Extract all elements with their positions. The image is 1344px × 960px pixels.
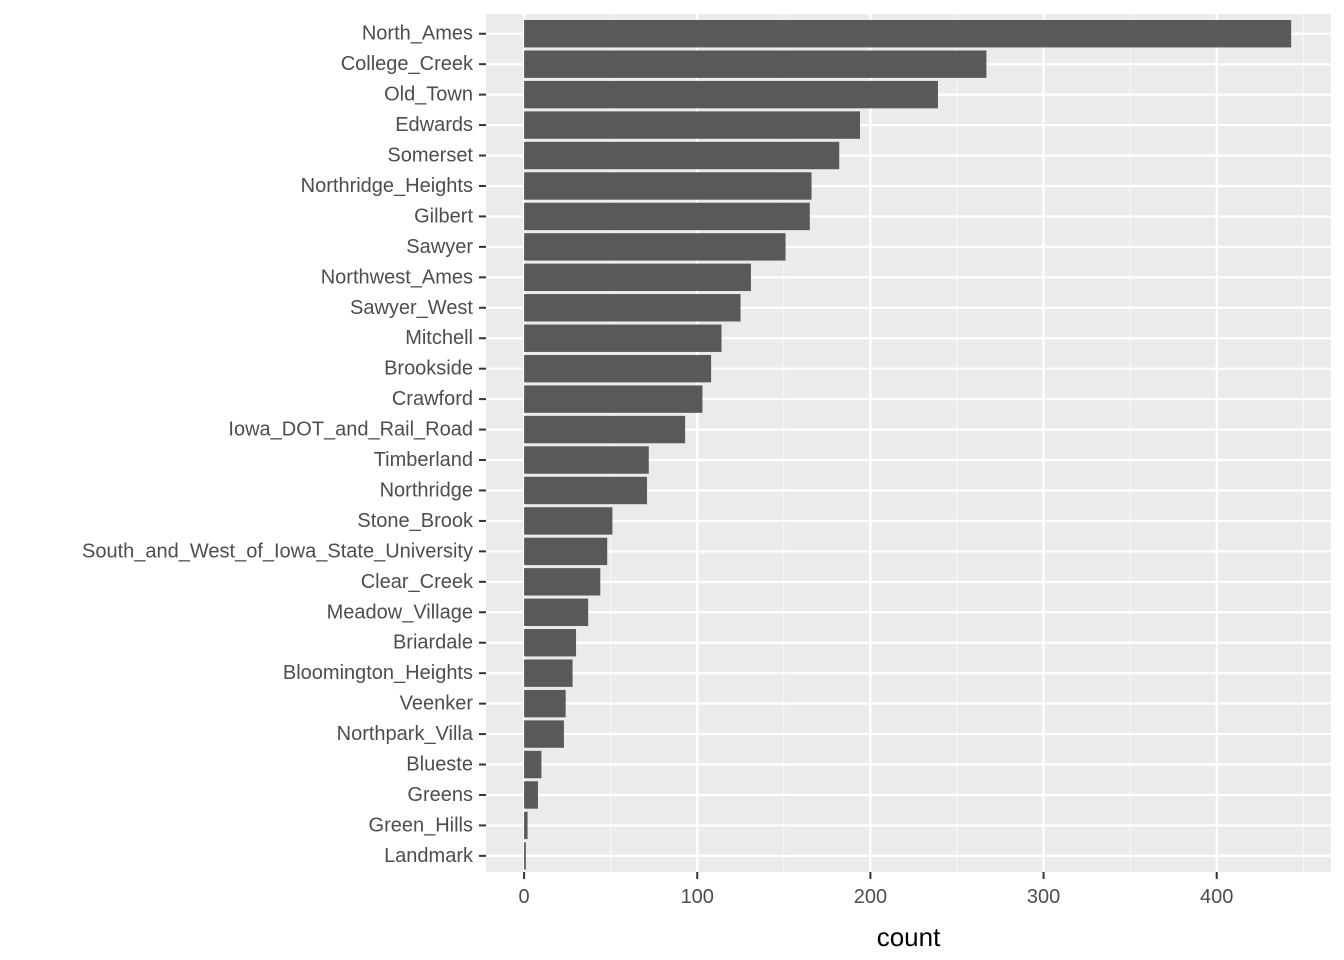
bar-northwest-ames xyxy=(524,263,751,292)
bar-timberland xyxy=(524,446,649,474)
bar-northridge-heights xyxy=(524,172,812,200)
y-tick-label: Crawford xyxy=(392,388,473,410)
bar-somerset xyxy=(524,141,840,170)
y-tick-label: Veenker xyxy=(400,693,474,715)
major-gridlines xyxy=(486,14,1331,872)
y-tick-label: Landmark xyxy=(384,845,474,867)
bar-old-town xyxy=(524,80,938,109)
y-tick-label: Somerset xyxy=(387,145,473,167)
y-axis: Landmark Green_Hills Greens Blueste Northpar… xyxy=(82,23,486,867)
y-tick-label: Briardale xyxy=(393,632,473,654)
x-tick-label: 300 xyxy=(1027,886,1060,908)
bar-sawyer xyxy=(524,233,786,261)
y-tick-label: Sawyer_West xyxy=(350,297,473,319)
y-tick-label: Gilbert xyxy=(414,205,473,227)
bar-green-hills xyxy=(524,811,528,840)
x-tick-label: 400 xyxy=(1200,886,1233,908)
y-tick-label: Greens xyxy=(407,784,473,806)
y-tick-label: Northpark_Villa xyxy=(337,723,474,745)
y-tick-label: Sawyer xyxy=(406,236,473,258)
y-tick-label: Timberland xyxy=(374,449,473,471)
y-tick-label: South_and_West_of_Iowa_State_University xyxy=(82,540,473,562)
bar-greens xyxy=(524,781,538,809)
y-tick-label: Blueste xyxy=(406,754,473,776)
y-tick-label: Northridge xyxy=(380,479,473,501)
bar-stone-brook xyxy=(524,507,613,535)
x-tick-label: 100 xyxy=(681,886,714,908)
x-tick-label: 0 xyxy=(519,886,530,908)
bar-north-ames xyxy=(524,20,1292,48)
bar-iowa-dot-and-rail-road xyxy=(524,415,686,444)
bar-northridge xyxy=(524,476,648,505)
y-tick-label: Bloomington_Heights xyxy=(283,662,473,684)
y-tick-label: Meadow_Village xyxy=(327,601,473,623)
y-tick-label: Clear_Creek xyxy=(361,571,474,593)
bars xyxy=(524,20,1292,870)
bar-sawyer-west xyxy=(524,294,741,322)
x-axis: 0 100 200 300 400 xyxy=(519,872,1233,908)
y-tick-label: Old_Town xyxy=(384,84,473,106)
bar-crawford xyxy=(524,385,703,413)
x-axis-title: count xyxy=(877,922,941,952)
bar-brookside xyxy=(524,354,712,383)
bar-northpark-villa xyxy=(524,720,564,748)
y-tick-label: North_Ames xyxy=(362,23,473,45)
y-tick-label: Edwards xyxy=(395,114,473,136)
y-tick-label: College_Creek xyxy=(341,53,474,75)
bar-veenker xyxy=(524,689,566,718)
bar-bloomington-heights xyxy=(524,659,573,687)
bar-landmark xyxy=(524,842,526,870)
bar-south-and-west-of-iowa-state-university xyxy=(524,537,608,566)
bar-blueste xyxy=(524,750,542,779)
y-tick-label: Green_Hills xyxy=(369,814,473,836)
y-tick-label: Iowa_DOT_and_Rail_Road xyxy=(228,419,473,441)
bar-mitchell xyxy=(524,324,722,352)
bar-edwards xyxy=(524,111,861,139)
bar-clear-creek xyxy=(524,568,601,596)
x-tick-label: 200 xyxy=(854,886,887,908)
y-tick-label: Brookside xyxy=(384,358,473,380)
bar-meadow-village xyxy=(524,598,589,626)
bar-briardale xyxy=(524,629,577,657)
y-tick-label: Northwest_Ames xyxy=(321,266,473,288)
bar-college-creek xyxy=(524,50,987,78)
y-tick-label: Mitchell xyxy=(405,327,473,349)
bar-gilbert xyxy=(524,202,810,231)
y-tick-label: Northridge_Heights xyxy=(301,175,473,197)
y-tick-label: Stone_Brook xyxy=(357,510,474,532)
